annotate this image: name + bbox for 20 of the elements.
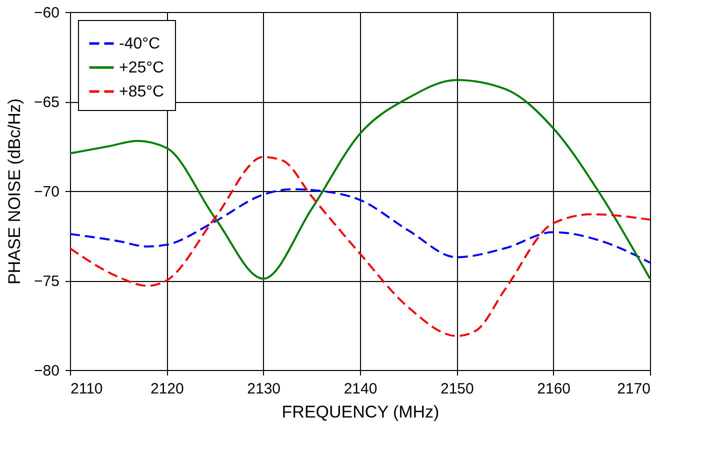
x-tick-label: 2120	[150, 380, 184, 398]
legend-label: +85°C	[119, 84, 164, 100]
y-tick-label: −60	[34, 4, 60, 22]
x-tick-label: 2110	[70, 380, 103, 398]
legend-label: -40°C	[119, 36, 160, 52]
x-tick-label: 2170	[617, 380, 650, 398]
x-tick-label: 2160	[537, 380, 571, 398]
x-axis-title: FREQUENCY (MHz)	[282, 402, 440, 422]
x-tick-label: 2130	[247, 380, 281, 398]
y-axis-title: PHASE NOISE (dBc/Hz)	[5, 98, 24, 285]
y-tick-label: −65	[34, 94, 60, 111]
y-tick-label: −75	[34, 273, 60, 290]
line-series	[69, 156, 651, 337]
line-series	[69, 79, 651, 280]
x-tick-label: 2150	[440, 380, 474, 398]
y-tick-label: −70	[34, 184, 60, 200]
legend-label: +25°C	[119, 60, 164, 76]
x-tick-label: 2140	[344, 380, 378, 398]
y-tick-label: −80	[34, 362, 60, 380]
line-series	[69, 188, 651, 264]
